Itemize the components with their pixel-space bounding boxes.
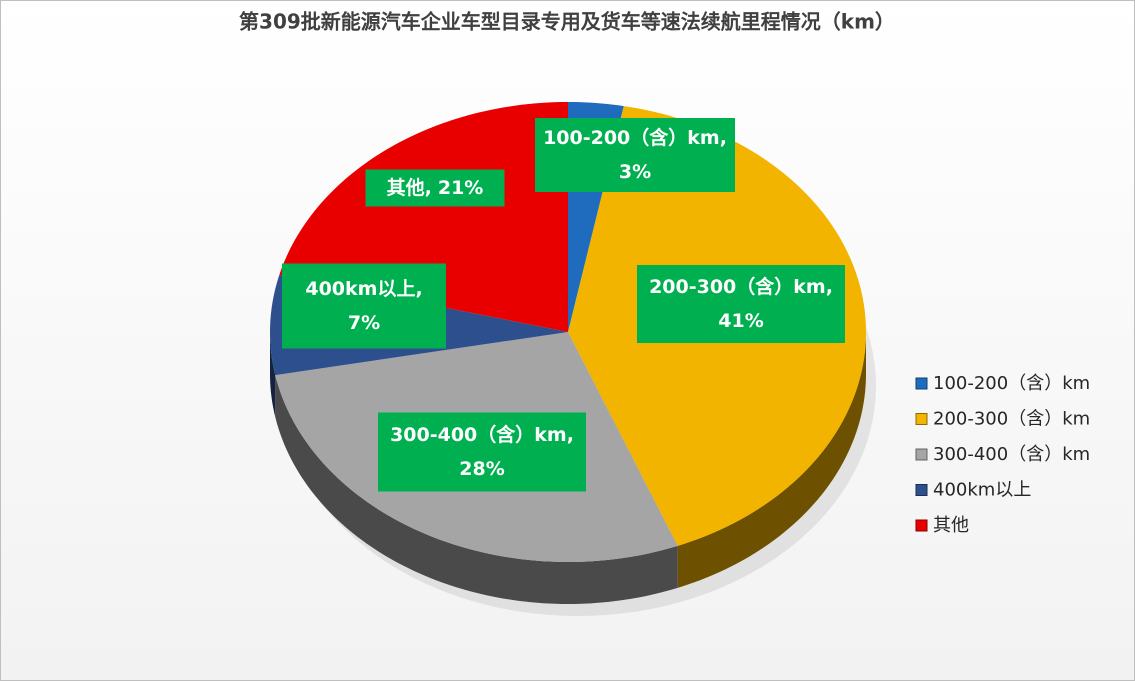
- data-label-box: [365, 169, 505, 207]
- data-label-box: [282, 263, 446, 349]
- data-label: 400km以上, 7%: [305, 278, 422, 334]
- legend-swatch: [915, 484, 928, 496]
- data-label-value: 3%: [619, 161, 651, 183]
- legend-label: 100-200（含）km: [933, 373, 1090, 394]
- legend-swatch: [915, 413, 928, 425]
- data-label-value: 7%: [348, 312, 380, 334]
- data-label-name: 300-400（含）km,: [390, 423, 574, 446]
- chart-title: 第309批新能源汽车企业车型目录专用及货车等速法续航里程情况（km）: [239, 10, 895, 34]
- data-label-box: [535, 118, 735, 192]
- data-label-name: 100-200（含）km,: [543, 126, 727, 149]
- data-label-name: 400km以上,: [305, 278, 422, 300]
- data-label-value: 21%: [438, 177, 483, 199]
- data-label-name: 其他,: [387, 176, 432, 199]
- legend-label: 其他: [933, 515, 969, 536]
- data-label-box: [637, 265, 845, 343]
- data-label-value: 28%: [459, 458, 504, 480]
- data-label: 100-200（含）km, 3%: [543, 126, 727, 183]
- data-label-box: [378, 412, 586, 492]
- legend-swatch: [915, 448, 928, 461]
- data-label: 300-400（含）km, 28%: [390, 423, 574, 480]
- data-label-value: 41%: [718, 310, 763, 332]
- legend-swatch: [915, 519, 928, 532]
- legend-label: 300-400（含）km: [933, 444, 1090, 465]
- data-label: 200-300（含）km, 41%: [649, 275, 833, 332]
- legend-label: 200-300（含）km: [933, 409, 1090, 430]
- pie-side: [677, 332, 866, 588]
- pie-side: [270, 332, 276, 418]
- data-label-name: 200-300（含）km,: [649, 275, 833, 298]
- data-label: 其他, 21%: [387, 176, 484, 199]
- legend-swatch: [915, 377, 928, 390]
- pie-side: [275, 375, 678, 604]
- legend-label: 400km以上: [933, 480, 1031, 501]
